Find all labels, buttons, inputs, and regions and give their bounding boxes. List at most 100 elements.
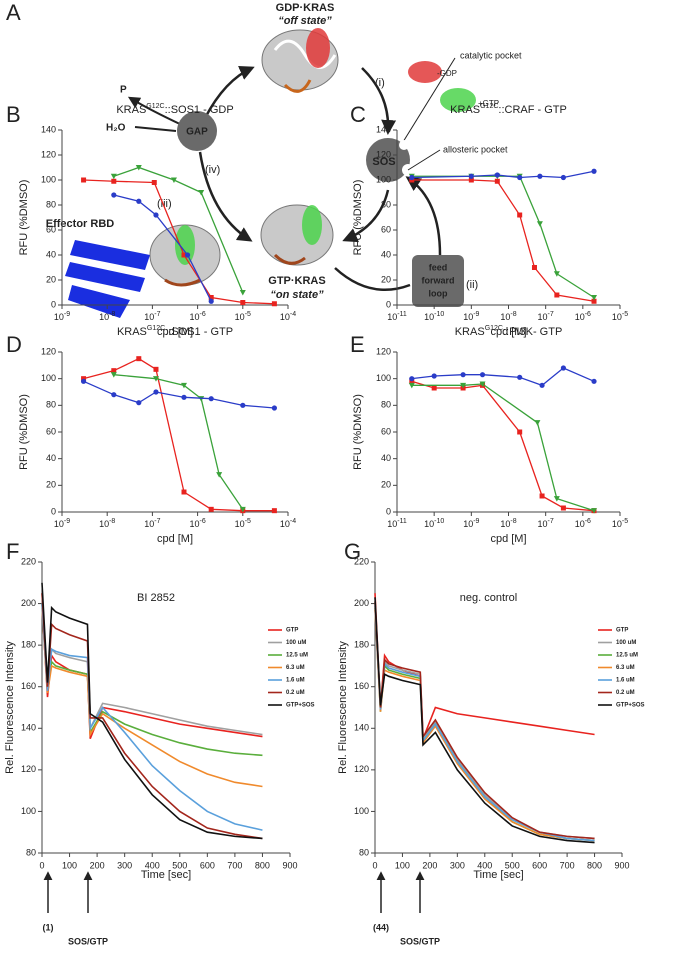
annotation: SOS/GTP — [68, 936, 108, 946]
marker — [534, 420, 541, 426]
annotation: (44) — [373, 922, 389, 932]
x-axis-label: cpd [M] — [490, 533, 526, 545]
marker — [81, 376, 87, 382]
x-tick-label: 10-6 — [575, 518, 591, 530]
legend-label: 1.6 uM — [616, 678, 635, 684]
y-tick-label: 100 — [354, 806, 369, 816]
pointer — [402, 57, 456, 143]
panel-letter: C — [350, 102, 366, 127]
label: SOS — [372, 156, 395, 168]
x-tick-label: 900 — [614, 860, 629, 870]
marker — [216, 472, 223, 478]
marker — [591, 298, 597, 304]
gtp-molecule — [440, 88, 476, 112]
chart: G 80 100 120 140 160 180 200 220 0 100 200 300 400 500… — [337, 539, 645, 947]
arrow — [134, 126, 177, 132]
y-tick-label: 80 — [381, 400, 391, 410]
y-tick-label: 140 — [376, 124, 391, 134]
x-axis-label: cpd [M] — [490, 326, 526, 338]
chart: C 0 20 40 60 80 100 120 140 10-11 10-10 10-9 10-8 10-… — [350, 102, 628, 338]
marker — [494, 178, 500, 184]
title-part: ::PI3K- GTP — [503, 326, 562, 338]
marker — [517, 212, 523, 218]
series-line — [374, 609, 595, 842]
y-tick-label: 60 — [381, 426, 391, 436]
x-tick-label: 900 — [282, 860, 297, 870]
legend-label: 100 uM — [286, 640, 306, 646]
y-tick-label: 0 — [51, 506, 56, 516]
marker — [560, 505, 566, 511]
y-tick-label: 140 — [41, 124, 56, 134]
x-tick-label: 10-9 — [54, 311, 70, 323]
x-tick-label: 600 — [532, 860, 547, 870]
panel-letter: B — [6, 102, 21, 127]
y-tick-label: 100 — [41, 373, 56, 383]
x-tick-label: 10-8 — [500, 518, 516, 530]
label: forward — [421, 275, 454, 285]
marker — [136, 198, 142, 204]
marker — [151, 180, 157, 185]
marker — [494, 172, 500, 178]
marker — [239, 290, 246, 296]
legend-label: GTP+SOS — [286, 703, 315, 709]
label: GTP·KRAS — [268, 275, 325, 287]
label: feed — [429, 262, 448, 272]
chart-title: BI 2852 — [137, 592, 175, 604]
y-tick-label: 160 — [21, 681, 36, 691]
y-tick-label: 0 — [51, 299, 56, 309]
x-tick-label: 700 — [227, 860, 242, 870]
label: (iv) — [205, 164, 220, 176]
marker — [198, 190, 205, 196]
marker — [208, 396, 214, 402]
series-line — [374, 597, 595, 844]
x-tick-label: 10-6 — [189, 518, 205, 530]
label: GAP — [186, 127, 208, 138]
x-tick-label: 10-5 — [235, 311, 251, 323]
legend-label: GTP — [616, 628, 628, 634]
marker — [110, 173, 117, 180]
title-part: G12C — [485, 325, 503, 332]
label: +GTP — [478, 99, 499, 108]
marker — [181, 394, 187, 400]
panel-letter: G — [344, 539, 361, 564]
title-part: G12C — [146, 103, 164, 110]
arrow — [361, 67, 397, 135]
x-tick-label: 200 — [422, 860, 437, 870]
protein-gtp-kras — [149, 204, 334, 287]
y-tick-label: 100 — [41, 174, 56, 184]
y-tick-label: 60 — [46, 426, 56, 436]
y-tick-label: 80 — [46, 400, 56, 410]
legend-label: 12.5 uM — [616, 653, 638, 659]
marker — [460, 382, 467, 389]
marker — [153, 366, 159, 372]
marker — [409, 174, 415, 181]
marker — [517, 429, 523, 435]
marker — [479, 372, 486, 378]
x-tick-label: 10-7 — [144, 518, 160, 530]
fit-line — [113, 374, 244, 510]
marker — [591, 378, 597, 384]
marker — [271, 405, 277, 411]
panel-a: A GDP·KRAS “off state” -GDP +GTP catalyt… — [6, 0, 522, 318]
x-tick-label: 10-8 — [99, 518, 115, 530]
marker — [181, 252, 187, 258]
x-tick-label: 400 — [477, 860, 492, 870]
marker — [184, 252, 191, 258]
y-tick-label: 120 — [21, 764, 36, 774]
marker — [536, 221, 543, 227]
y-tick-label: 40 — [46, 453, 56, 463]
marker — [271, 508, 277, 514]
legend-label: 6.3 uM — [616, 665, 635, 671]
panel-letter: D — [6, 332, 22, 357]
marker — [591, 168, 597, 174]
y-axis-label: Rel. Fluorescence Intensity — [4, 641, 16, 774]
label: catalytic pocket — [460, 50, 522, 60]
y-axis-label: Rel. Fluorescence Intensity — [337, 641, 349, 774]
legend-label: 0.2 uM — [616, 690, 635, 696]
marker — [560, 365, 566, 371]
marker — [479, 381, 486, 387]
arrow — [127, 96, 183, 126]
marker — [110, 372, 117, 378]
x-tick-label: 10-5 — [612, 311, 628, 323]
y-tick-label: 20 — [46, 274, 56, 284]
